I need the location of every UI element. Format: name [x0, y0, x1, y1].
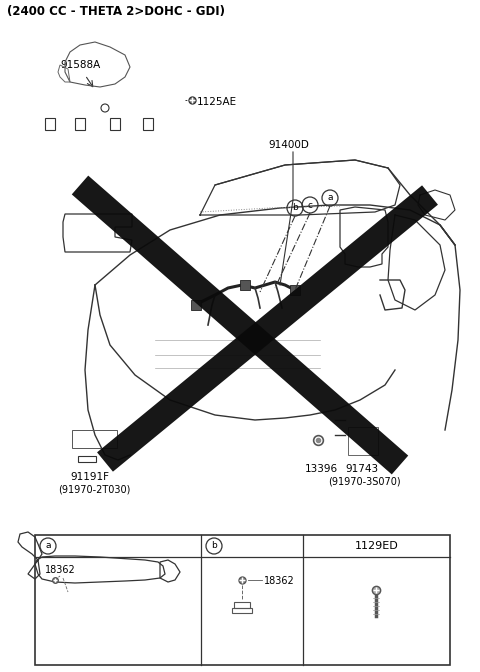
Text: 91588A: 91588A — [60, 60, 100, 70]
Text: (91970-2T030): (91970-2T030) — [58, 484, 131, 494]
Text: 1125AE: 1125AE — [197, 97, 237, 107]
Bar — [45, 118, 55, 130]
Bar — [234, 602, 250, 608]
Text: (91970-3S070): (91970-3S070) — [328, 476, 401, 486]
Text: 18362: 18362 — [45, 565, 76, 575]
Text: c: c — [308, 200, 312, 210]
Text: 18362: 18362 — [264, 576, 295, 586]
Bar — [75, 118, 85, 130]
Bar — [232, 608, 252, 613]
Bar — [35, 535, 450, 665]
Bar — [72, 430, 117, 448]
Bar — [240, 280, 250, 290]
Text: (2400 CC - THETA 2>DOHC - GDI): (2400 CC - THETA 2>DOHC - GDI) — [7, 5, 225, 18]
Bar — [290, 285, 300, 295]
Text: a: a — [327, 194, 333, 202]
Text: 1129ED: 1129ED — [354, 541, 398, 551]
Text: a: a — [45, 542, 51, 550]
Text: 91400D: 91400D — [268, 140, 309, 150]
Text: 91743: 91743 — [345, 464, 378, 474]
Text: 91191F: 91191F — [70, 472, 109, 482]
Bar — [78, 456, 96, 462]
Bar — [143, 118, 153, 130]
Bar — [191, 300, 201, 310]
Bar — [348, 427, 378, 455]
Text: 13396: 13396 — [305, 464, 338, 474]
Text: b: b — [292, 204, 298, 212]
Text: b: b — [211, 542, 217, 550]
Bar — [110, 118, 120, 130]
